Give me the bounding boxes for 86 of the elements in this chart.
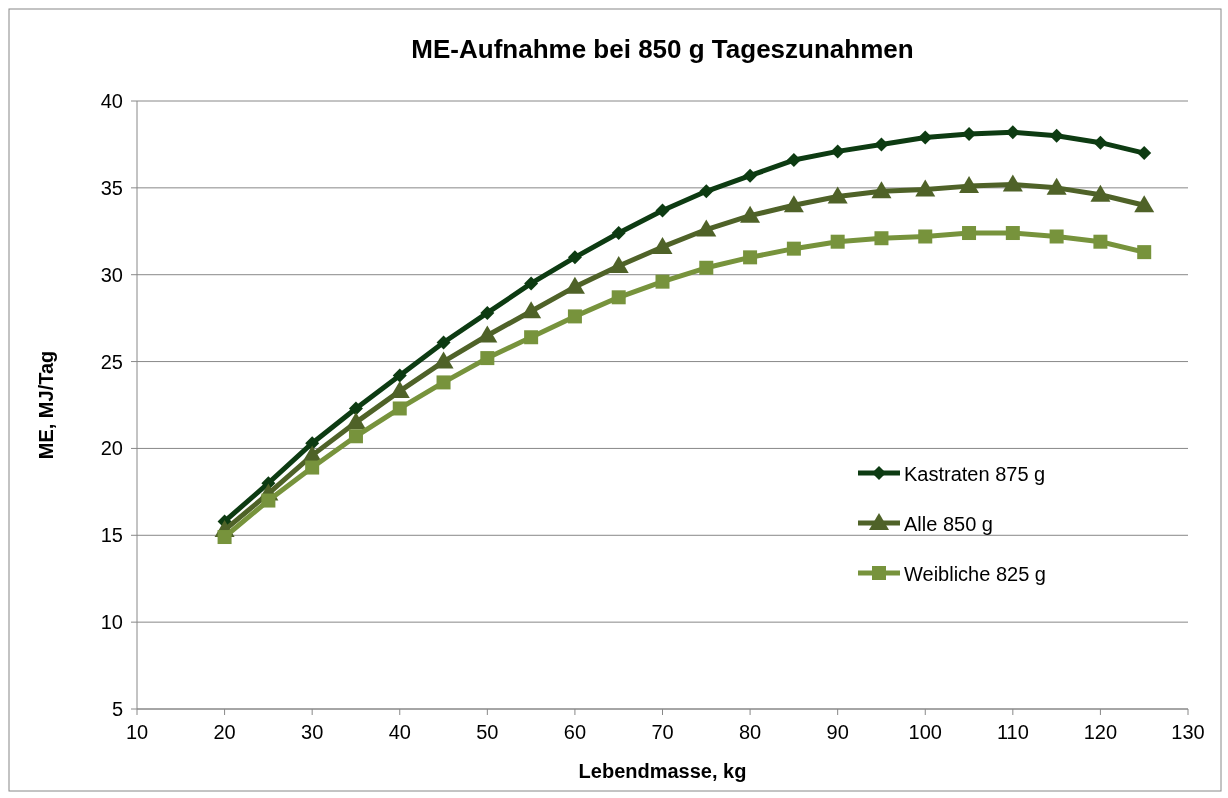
point [433,351,454,369]
point [783,195,804,213]
point [480,351,495,366]
x-tick-label: 50 [476,721,499,743]
legend-label: Weibliche 825 g [904,563,1046,585]
point [1093,234,1108,249]
y-tick-label: 25 [100,350,123,373]
x-tick-label: 90 [826,721,849,743]
point [827,186,848,204]
y-tick-label: 30 [100,263,123,286]
x-tick-label: 40 [388,721,411,743]
point [521,301,542,319]
point [436,335,451,350]
point [567,309,582,324]
point [217,530,232,545]
point [1005,226,1020,241]
point [655,274,670,289]
point [567,250,582,265]
point [1093,135,1108,150]
point [743,250,758,265]
point [959,176,980,194]
point [699,184,714,199]
point [696,219,717,237]
point [786,241,801,256]
x-tick-label: 10 [125,721,149,743]
point [1137,146,1152,161]
y-tick-label: 35 [100,176,123,199]
x-tick-label: 70 [651,721,674,743]
legend-label: Alle 850 g [904,513,993,535]
legend-label: Kastraten 875 g [904,463,1046,485]
x-tick-label: 30 [301,721,324,743]
x-tick-label: 120 [1083,721,1118,743]
point [962,226,977,241]
point [1049,128,1064,143]
x-tick-label: 60 [563,721,587,743]
point [348,429,363,444]
point [1090,184,1111,202]
x-tick-label: 110 [996,721,1029,743]
y-axis-title: ME, MJ/Tag [35,350,57,460]
x-axis-title: Lebendmasse, kg [578,760,747,782]
point [699,260,714,275]
point [652,236,673,254]
y-tick-label: 5 [111,698,123,720]
y-tick-label: 10 [100,611,123,634]
point [608,256,629,274]
point [740,205,761,223]
point [915,179,936,197]
point [918,130,933,145]
x-tick-label: 80 [738,721,762,743]
point [918,229,933,244]
y-tick-label: 20 [100,437,123,460]
point [345,412,366,430]
point [392,401,407,416]
point [477,325,498,343]
point [611,226,626,241]
point [874,137,889,152]
point [1002,174,1023,192]
point [1134,195,1155,213]
point [786,153,801,168]
x-tick-label: 20 [213,721,236,743]
point [743,168,758,183]
point [392,368,407,383]
point [1046,177,1067,195]
point [1137,245,1152,260]
point [564,276,585,294]
point [524,330,539,345]
point [524,276,539,291]
point [305,460,320,475]
point [1049,229,1064,244]
point [874,231,889,246]
chart-title: ME-Aufnahme bei 850 g Tageszunahmen [411,34,914,64]
point [611,290,626,305]
y-tick-label: 15 [100,524,123,547]
point [655,203,670,218]
point [830,144,845,159]
point [871,181,892,199]
point [389,381,410,399]
point [436,375,451,390]
point [305,436,320,451]
point [348,401,363,416]
point [261,493,276,508]
y-tick-label: 40 [100,90,123,112]
x-tick-label: 100 [908,721,942,743]
point [830,234,845,249]
x-tick-label: 130 [1171,721,1205,743]
point [480,305,495,320]
